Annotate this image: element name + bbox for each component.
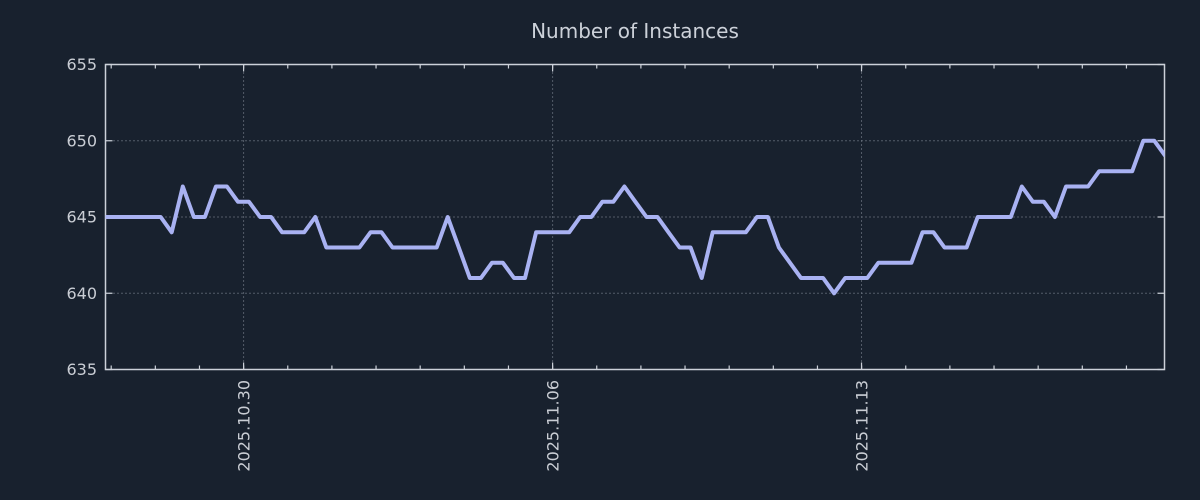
y-axis-tick-label: 645 (66, 208, 97, 227)
grid-layer (105, 64, 1165, 370)
chart-title: Number of Instances (531, 19, 739, 43)
tick-layer (105, 63, 1165, 371)
y-axis-tick-label: 640 (66, 284, 97, 303)
y-axis-tick-label: 655 (66, 55, 97, 74)
x-axis-tick-label: 2025.11.06 (544, 380, 563, 472)
x-axis-labels: 2025.10.30 2025.11.06 2025.11.13 (235, 380, 872, 472)
y-axis-tick-label: 650 (66, 131, 97, 150)
x-axis-tick-label: 2025.11.13 (853, 380, 872, 472)
y-axis-tick-label: 635 (66, 360, 97, 379)
y-axis-labels: 655 650 645 640 635 (66, 55, 97, 379)
series-layer (105, 138, 1165, 296)
x-axis-tick-label: 2025.10.30 (235, 380, 254, 472)
data-series-line (105, 138, 1165, 296)
